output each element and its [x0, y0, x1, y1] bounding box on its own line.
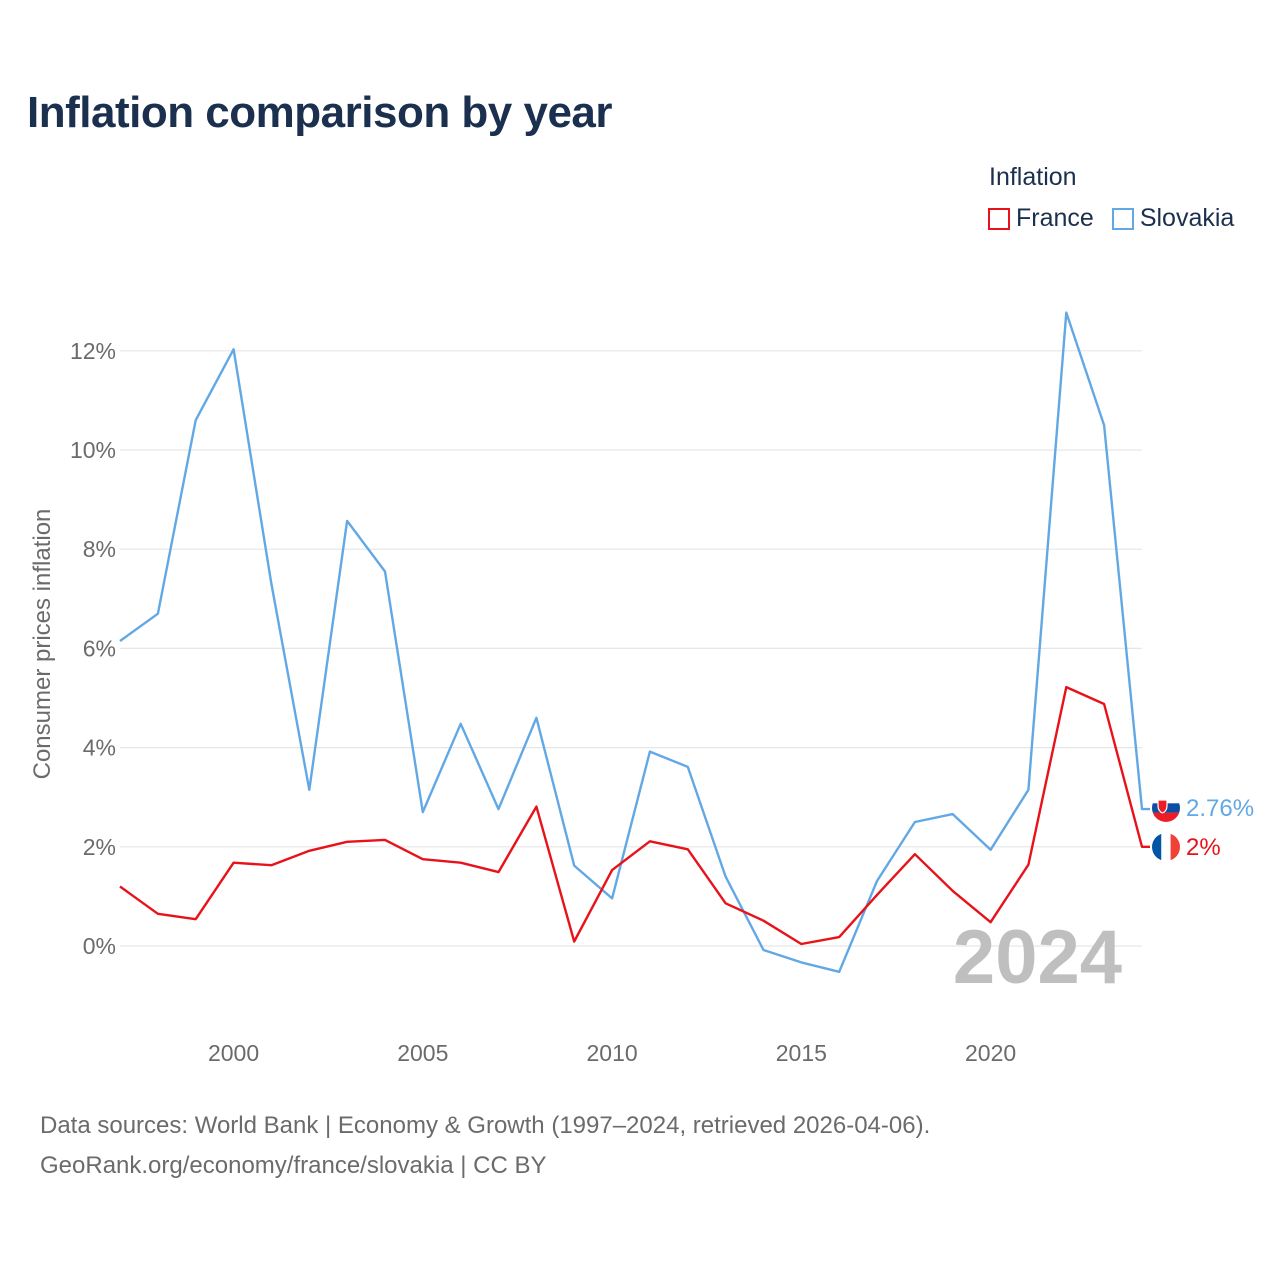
y-tick-label: 2%: [83, 834, 116, 860]
legend-label-france: France: [1016, 204, 1094, 232]
series-line-france: [119, 685, 1150, 946]
x-tick-label: 2005: [397, 1040, 448, 1066]
y-tick-label: 4%: [83, 735, 116, 761]
y-tick-label: 0%: [83, 933, 116, 959]
france-end-label: 2%: [1186, 834, 1221, 861]
legend: France Slovakia: [988, 204, 1252, 233]
legend-swatch-france: [988, 207, 1010, 230]
y-axis-ticks: 0% 2% 4% 6% 8% 10% 12%: [70, 338, 116, 959]
y-tick-label: 12%: [70, 338, 116, 364]
footer: Data sources: World Bank | Economy & Gro…: [40, 1106, 930, 1186]
series-line-slovakia: [119, 311, 1150, 973]
y-tick-label: 6%: [83, 635, 116, 661]
y-tick-label: 10%: [70, 437, 116, 463]
x-tick-label: 2020: [965, 1040, 1016, 1066]
france-flag-icon: [1152, 833, 1180, 861]
series-lines: [119, 311, 1150, 973]
slovakia-end-label: 2.76%: [1186, 795, 1254, 822]
footer-sources: Data sources: World Bank | Economy & Gro…: [40, 1112, 931, 1139]
y-tick-label: 8%: [83, 536, 116, 562]
x-tick-label: 2015: [776, 1040, 827, 1066]
line-chart: 0% 2% 4% 6% 8% 10% 12% 2000 2005 2010 2015 2020 Co…: [29, 311, 1254, 1066]
x-tick-label: 2010: [586, 1040, 637, 1066]
legend-swatch-slovakia: [1111, 207, 1134, 230]
x-axis-ticks: 2000 2005 2010 2015 2020: [208, 1040, 1016, 1066]
slovakia-flag-icon: [1152, 794, 1180, 822]
legend-label-slovakia: Slovakia: [1139, 204, 1235, 232]
grid-lines: [120, 350, 1142, 947]
year-watermark: 2024: [953, 915, 1122, 1000]
chart-title: Inflation comparison by year: [27, 88, 613, 137]
y-axis-label: Consumer prices inflation: [29, 509, 56, 780]
x-tick-label: 2000: [208, 1040, 259, 1066]
footer-attribution: GeoRank.org/economy/france/slovakia | CC…: [40, 1152, 547, 1179]
legend-item-slovakia[interactable]: Slovakia: [1111, 204, 1235, 233]
legend-item-france[interactable]: France: [988, 204, 1094, 233]
legend-title: Inflation: [989, 163, 1077, 191]
